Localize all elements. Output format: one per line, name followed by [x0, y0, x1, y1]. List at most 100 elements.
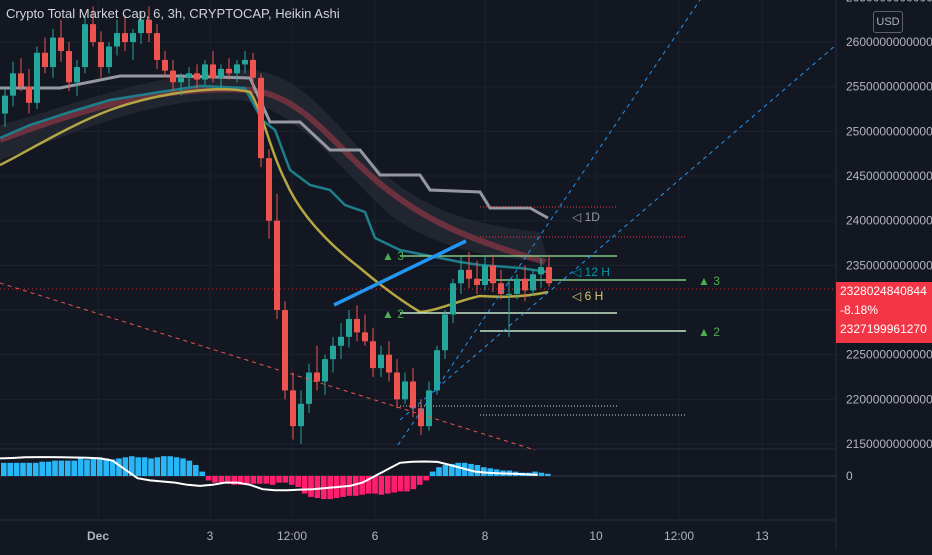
histogram-bar — [180, 458, 186, 476]
histogram-bar — [71, 460, 77, 476]
histogram-bar — [129, 456, 135, 476]
histogram-bar — [212, 476, 218, 483]
histogram-bar — [193, 465, 199, 476]
tag-12h: ◁ 12 H — [572, 265, 610, 279]
x-tick-label: 6 — [372, 529, 379, 543]
teal-ma — [0, 84, 549, 274]
candle-body — [402, 381, 408, 400]
histogram-bar — [199, 471, 205, 476]
histogram-bar — [397, 476, 404, 492]
candle-body — [242, 59, 248, 65]
signal-line — [0, 456, 538, 492]
x-tick-label: 3 — [207, 529, 214, 543]
histogram-bar — [65, 460, 71, 476]
oscillator-zero-label: 0 — [846, 469, 853, 483]
candle-body — [418, 408, 424, 427]
candle-body — [330, 345, 336, 360]
candle-body — [122, 33, 128, 43]
histogram-bar — [365, 476, 372, 494]
histogram-bar — [33, 462, 39, 476]
candlestick-series — [2, 6, 552, 444]
oscillator-pane — [0, 456, 836, 500]
candle-body — [314, 372, 320, 382]
x-tick-label: 8 — [482, 529, 489, 543]
currency-button[interactable]: USD — [873, 11, 903, 33]
candle-body — [362, 332, 368, 342]
candle-body — [266, 158, 272, 221]
secondary-price-value: 2327199961270 — [840, 322, 927, 336]
candle-body — [282, 310, 288, 391]
histogram-bar — [45, 461, 52, 476]
candle-body — [378, 354, 384, 369]
y-tick-label: 2150000000000 — [846, 437, 932, 451]
candle-body — [114, 33, 120, 47]
histogram-bar — [135, 457, 141, 476]
histogram-bar — [141, 457, 148, 476]
candle-body — [450, 283, 456, 315]
histogram-bar — [436, 467, 442, 476]
histogram-bar — [372, 476, 378, 494]
candle-body — [258, 77, 264, 159]
candle-body — [298, 403, 304, 427]
histogram-bar — [378, 476, 385, 495]
histogram-bar — [154, 457, 161, 476]
last-price-label: 2328024840844 -8.18% 2327199961270 — [836, 282, 932, 343]
histogram-bar — [122, 457, 129, 476]
candle-body — [346, 318, 352, 337]
candle-body — [370, 341, 376, 369]
level-3-left-label: ▲ 3 — [382, 249, 404, 263]
candle-body — [26, 86, 32, 103]
histogram-bar — [20, 462, 26, 476]
histogram-bar — [474, 465, 481, 476]
histogram-bar — [410, 476, 417, 490]
candle-body — [234, 64, 240, 74]
candle-body — [2, 95, 8, 114]
candle-body — [338, 336, 344, 346]
y-tick-label: 2400000000000 — [846, 214, 932, 228]
histogram-bar — [250, 476, 257, 484]
histogram-bar — [231, 476, 237, 485]
candle-body — [194, 73, 200, 80]
candle-body — [210, 64, 216, 78]
candle-body — [18, 73, 24, 87]
candle-body — [178, 77, 184, 83]
histogram-bar — [545, 473, 551, 476]
level-3-right-label: ▲ 3 — [698, 274, 720, 288]
y-tick-label: 2600000000000 — [846, 35, 932, 49]
price-axis[interactable]: 2150000000000 2200000000000 2250000000000 2… — [846, 0, 932, 483]
histogram-bar — [263, 476, 269, 484]
histogram-bar — [237, 476, 244, 485]
histogram-bar — [404, 476, 410, 492]
histogram-bar — [289, 476, 295, 485]
time-axis[interactable]: Dec 3 12:00 6 8 10 12:00 13 — [87, 529, 769, 543]
histogram-bar — [538, 472, 545, 476]
ma-cloud — [0, 69, 548, 262]
candle-body — [42, 52, 48, 68]
blue-trendline — [333, 239, 467, 307]
histogram-bar — [1, 462, 7, 476]
histogram-bar — [52, 460, 58, 476]
tag-6h: ◁ 6 H — [572, 289, 603, 303]
candle-body — [74, 67, 80, 83]
candle-body — [490, 265, 496, 284]
level-2-left-label: ▲ 2 — [382, 307, 404, 321]
candle-body — [394, 372, 400, 400]
candle-body — [522, 278, 528, 291]
x-tick-label: 12:00 — [664, 529, 694, 543]
histogram-bar — [205, 476, 212, 481]
candle-body — [10, 73, 16, 96]
histogram-bar — [218, 476, 225, 483]
candle-body — [410, 381, 416, 409]
candle-body — [290, 390, 296, 427]
candle-body — [90, 24, 96, 43]
candle-body — [434, 350, 440, 391]
histogram-bar — [225, 476, 231, 484]
x-tick-label: 10 — [589, 529, 603, 543]
candle-body — [442, 314, 448, 351]
trendline-overlays — [0, 0, 837, 451]
olive-ma — [0, 88, 549, 314]
candle-body — [218, 68, 224, 78]
histogram-bar — [173, 457, 180, 476]
